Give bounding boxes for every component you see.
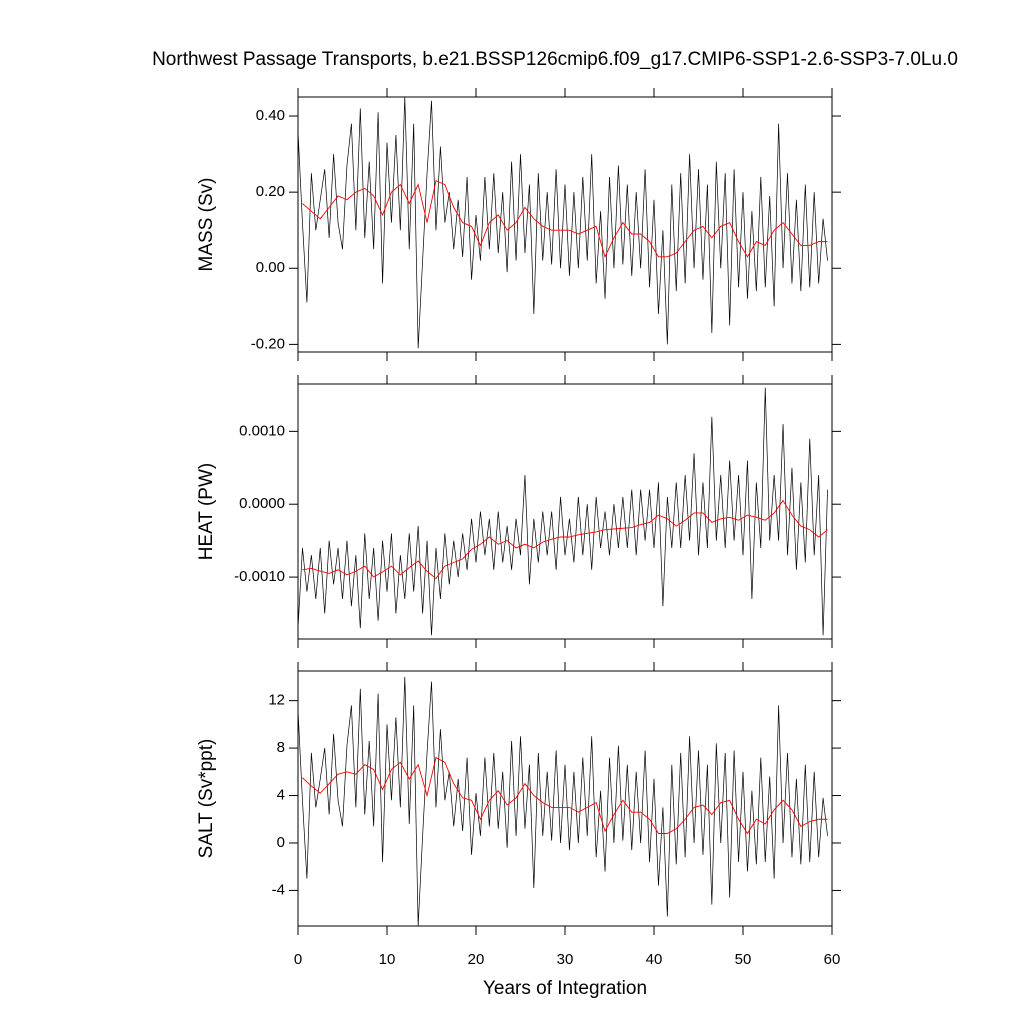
y-tick-label: -0.0010 — [234, 568, 285, 585]
data-line — [302, 756, 828, 835]
data-line — [302, 180, 828, 259]
y-tick-label: 8 — [277, 739, 285, 756]
y-tick-label: 0.0010 — [239, 422, 285, 439]
plot-frame — [297, 383, 833, 640]
plot-frame — [297, 96, 833, 353]
data-line — [298, 676, 828, 926]
y-tick-label: 12 — [268, 692, 285, 709]
x-tick-label: 10 — [379, 951, 396, 968]
y-tick-label: 0.0000 — [239, 495, 285, 512]
x-tick-label: 30 — [557, 951, 574, 968]
x-tick-label: 50 — [735, 951, 752, 968]
chart-title: Northwest Passage Transports, b.e21.BSSP… — [152, 49, 958, 70]
x-tick-label: 0 — [294, 951, 302, 968]
y-axis-label: SALT (Sv*ppt) — [196, 739, 217, 859]
y-tick-label: 4 — [277, 787, 285, 804]
y-tick-label: 0 — [277, 834, 285, 851]
data-line — [298, 387, 828, 636]
plot-frame — [297, 670, 833, 927]
x-axis-label: Years of Integration — [483, 978, 647, 999]
y-tick-label: 0.20 — [256, 183, 285, 200]
y-axis-label: MASS (Sv) — [196, 178, 217, 272]
x-tick-label: 20 — [468, 951, 485, 968]
data-line — [302, 499, 828, 580]
y-tick-label: -0.20 — [251, 335, 285, 352]
y-tick-label: 0.40 — [256, 107, 285, 124]
x-tick-label: 40 — [646, 951, 663, 968]
y-tick-label: -4 — [272, 881, 285, 898]
data-line — [298, 97, 828, 349]
y-tick-label: 0.00 — [256, 259, 285, 276]
y-axis-label: HEAT (PW) — [196, 463, 217, 560]
x-tick-label: 60 — [824, 951, 841, 968]
